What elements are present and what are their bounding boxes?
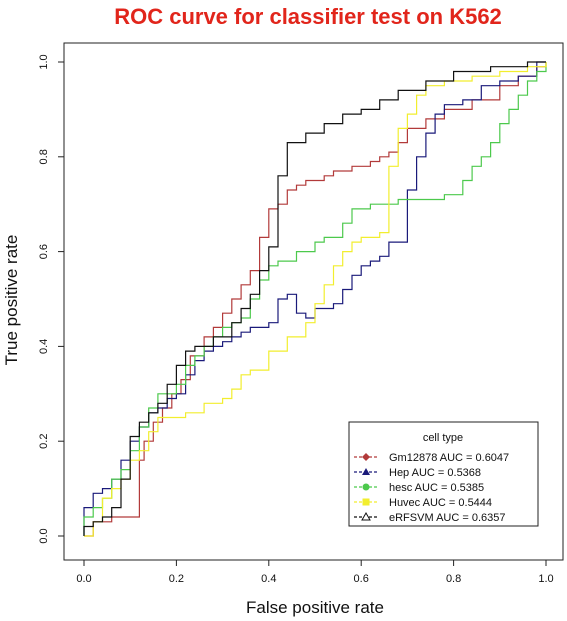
legend-label: Huvec AUC = 0.5444 <box>389 497 492 509</box>
x-tick-label: 0.2 <box>169 573 184 585</box>
legend-label: hesc AUC = 0.5385 <box>389 482 484 494</box>
legend-item-2: hesc AUC = 0.5385 <box>354 482 484 494</box>
x-tick-label: 0.0 <box>76 573 91 585</box>
y-tick-label: 0.6 <box>38 244 50 259</box>
y-tick-label: 0.2 <box>38 434 50 449</box>
x-axis-label: False positive rate <box>246 598 384 617</box>
y-tick-label: 0.4 <box>38 339 50 354</box>
y-axis: 0.0 0.2 0.4 0.6 0.8 1.0 <box>38 54 65 544</box>
chart-title: ROC curve for classifier test on K562 <box>114 4 502 29</box>
legend: cell type Gm12878 AUC = 0.6047 Hep AUC = … <box>348 421 539 527</box>
x-tick-label: 0.4 <box>261 573 276 585</box>
legend-item-0: Gm12878 AUC = 0.6047 <box>354 452 509 464</box>
legend-marker-icon <box>362 498 370 506</box>
legend-label: Gm12878 AUC = 0.6047 <box>389 452 509 464</box>
y-tick-label: 0.8 <box>38 149 50 164</box>
series-line-4 <box>83 61 546 536</box>
legend-item-1: Hep AUC = 0.5368 <box>354 467 481 479</box>
legend-title: cell type <box>423 432 463 444</box>
y-tick-label: 0.0 <box>38 528 50 543</box>
legend-marker-icon <box>362 468 370 475</box>
legend-marker-icon <box>361 511 371 521</box>
legend-label: Hep AUC = 0.5368 <box>389 467 481 479</box>
legend-item-3: Huvec AUC = 0.5444 <box>354 497 492 509</box>
x-tick-label: 1.0 <box>538 573 553 585</box>
y-axis-label: True positive rate <box>2 235 21 366</box>
y-tick-label: 1.0 <box>38 54 50 69</box>
legend-item-4: eRFSVM AUC = 0.6357 <box>354 511 505 524</box>
series-layer <box>83 61 547 537</box>
x-tick-label: 0.6 <box>354 573 369 585</box>
legend-items: Gm12878 AUC = 0.6047 Hep AUC = 0.5368 hesc… <box>354 452 509 524</box>
legend-marker-icon <box>362 483 370 491</box>
legend-label: eRFSVM AUC = 0.6357 <box>389 512 505 524</box>
legend-marker-icon <box>362 453 370 461</box>
series-line-3 <box>84 62 547 537</box>
x-tick-label: 0.8 <box>446 573 461 585</box>
x-axis: 0.0 0.2 0.4 0.6 0.8 1.0 <box>76 559 554 585</box>
legend-box <box>348 421 539 527</box>
